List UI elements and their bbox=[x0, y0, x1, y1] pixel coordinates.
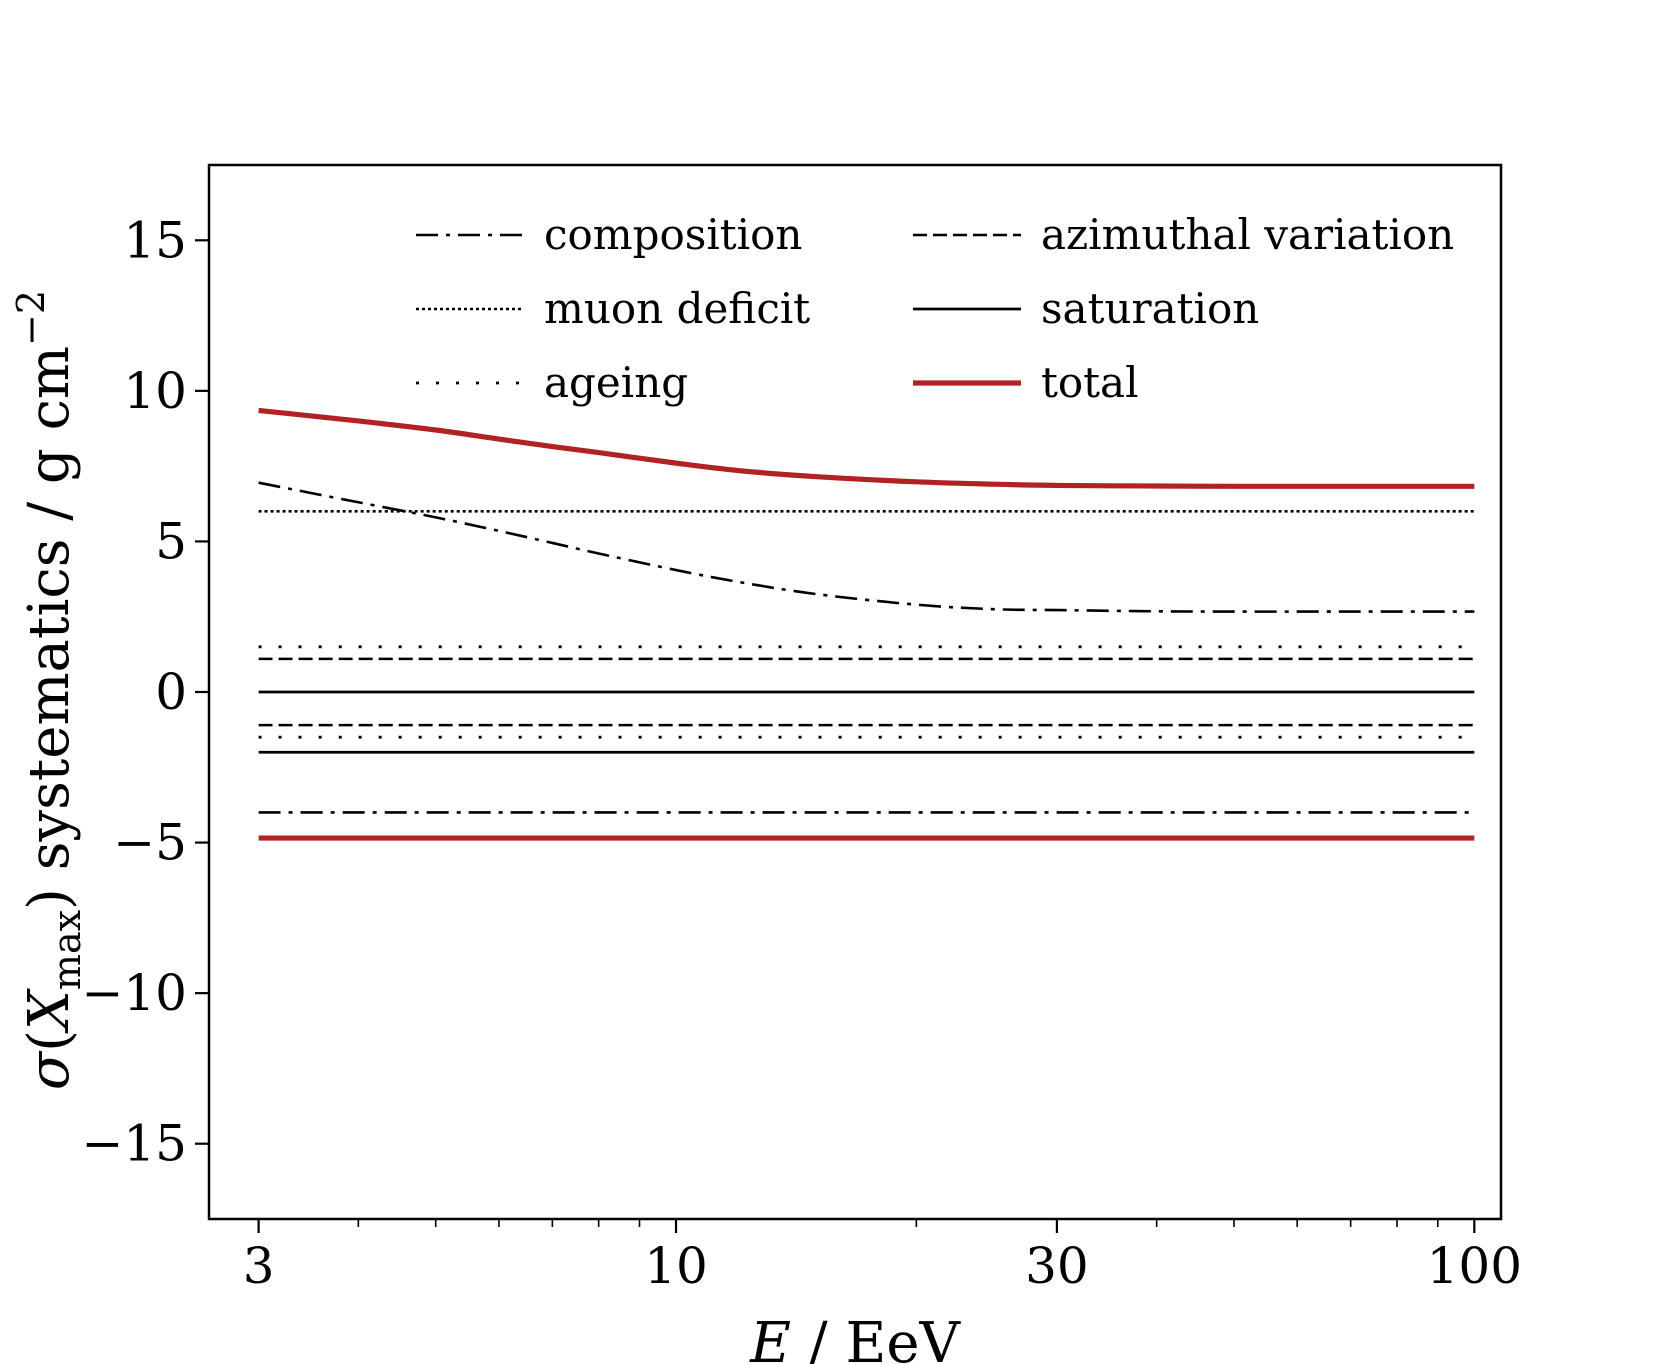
series-line-total-upper bbox=[258, 407, 1475, 489]
y-tick-label: 5 bbox=[155, 512, 187, 570]
legend-label-muon-deficit: muon deficit bbox=[544, 284, 810, 333]
y-axis-close-paren: ) bbox=[17, 888, 82, 910]
x-axis-symbol: E bbox=[749, 1311, 791, 1364]
legend-label-total: total bbox=[1041, 358, 1139, 407]
x-tick-label: 10 bbox=[644, 1237, 708, 1295]
y-axis-sigma: σ bbox=[17, 1050, 82, 1090]
y-tick-label: −10 bbox=[81, 964, 187, 1022]
y-axis-unit: systematics / g cm bbox=[17, 346, 82, 888]
legend-label-ageing: ageing bbox=[544, 358, 688, 407]
x-tick-label: 3 bbox=[243, 1237, 275, 1295]
y-axis-symbol: X bbox=[17, 988, 82, 1034]
y-tick-label: 10 bbox=[123, 362, 187, 420]
y-axis-title: σ(Xmax) systematics / g cm−2 bbox=[9, 290, 89, 1090]
y-axis-subscript: max bbox=[45, 910, 89, 990]
y-axis-open-paren: ( bbox=[17, 1030, 82, 1052]
x-axis-unit: / EeV bbox=[791, 1311, 961, 1364]
y-tick-label: −15 bbox=[81, 1115, 187, 1173]
legend-label-saturation: saturation bbox=[1041, 284, 1259, 333]
y-tick-label: −5 bbox=[113, 814, 187, 872]
legend-label-azimuthal-variation: azimuthal variation bbox=[1041, 210, 1454, 259]
y-tick-label: 0 bbox=[155, 663, 187, 721]
series-layer bbox=[258, 407, 1475, 841]
y-tick-label: 15 bbox=[123, 211, 187, 269]
plot-frame bbox=[207, 163, 1503, 1221]
y-axis-superscript: −2 bbox=[9, 290, 53, 346]
series-line-composition-upper bbox=[258, 481, 1475, 613]
x-tick-label: 30 bbox=[1025, 1237, 1089, 1295]
x-axis-title: E / EeV bbox=[749, 1311, 961, 1364]
axis-ticks: 3 10 30 100 −15 −10 −5 0 5 10 15 bbox=[81, 211, 1522, 1295]
legend-label-composition: composition bbox=[544, 210, 802, 259]
legend: composition muon deficit ageing azimuthal v… bbox=[416, 210, 1454, 407]
x-tick-label: 100 bbox=[1427, 1237, 1522, 1295]
